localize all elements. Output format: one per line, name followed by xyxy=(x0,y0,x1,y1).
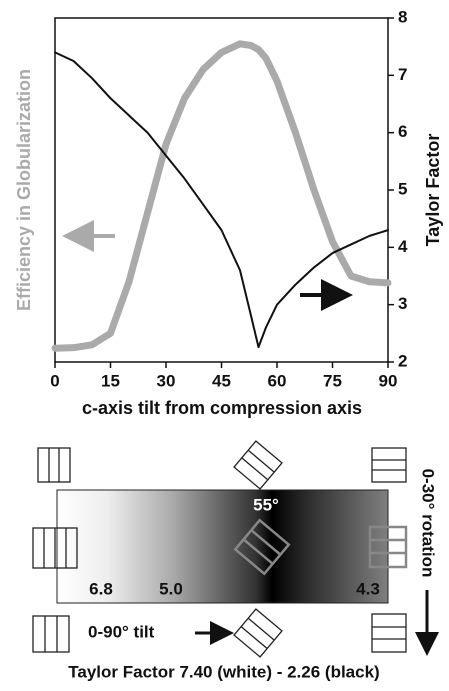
x-tick-label: 30 xyxy=(157,371,176,390)
crystal-icon xyxy=(233,518,291,576)
value-label: 4.3 xyxy=(356,579,380,598)
y2-tick-label: 3 xyxy=(398,294,407,313)
crystal-icon xyxy=(233,440,283,490)
crystal-icon xyxy=(37,447,71,483)
rotation-label: 0-30° rotation xyxy=(419,469,438,578)
y2-axis-label: Taylor Factor xyxy=(423,134,443,247)
series-line xyxy=(54,51,389,349)
crystal-icon xyxy=(368,525,408,569)
value-label: 5.0 xyxy=(159,579,183,598)
caption: Taylor Factor 7.40 (white) - 2.26 (black… xyxy=(68,662,379,681)
crystal-icon xyxy=(32,615,70,653)
tilt-label: 0-90° tilt xyxy=(88,622,155,641)
x-tick-label: 90 xyxy=(379,371,398,390)
y2-tick-label: 6 xyxy=(398,122,407,141)
x-axis-label: c-axis tilt from compression axis xyxy=(82,398,362,418)
y2-tick-label: 7 xyxy=(398,65,407,84)
taylor-map xyxy=(56,489,389,604)
crystal-icon xyxy=(371,613,407,653)
x-tick-label: 75 xyxy=(323,371,342,390)
angle-label: 55° xyxy=(253,495,279,514)
series-line xyxy=(51,40,392,352)
y-axis-label: Efficiency in Globularization xyxy=(14,69,34,311)
y2-tick-label: 5 xyxy=(398,179,407,198)
x-tick-label: 45 xyxy=(212,371,231,390)
y2-tick-label: 2 xyxy=(398,351,407,370)
plot-frame xyxy=(54,17,389,363)
x-tick-label: 60 xyxy=(268,371,287,390)
x-tick-label: 0 xyxy=(50,371,59,390)
y2-tick-label: 8 xyxy=(398,7,407,26)
crystal-icon xyxy=(233,608,283,658)
y2-tick-label: 4 xyxy=(398,237,408,256)
value-label: 6.8 xyxy=(89,579,113,598)
crystal-icon xyxy=(371,447,407,483)
crystal-icon xyxy=(32,527,78,569)
x-tick-label: 15 xyxy=(101,371,120,390)
